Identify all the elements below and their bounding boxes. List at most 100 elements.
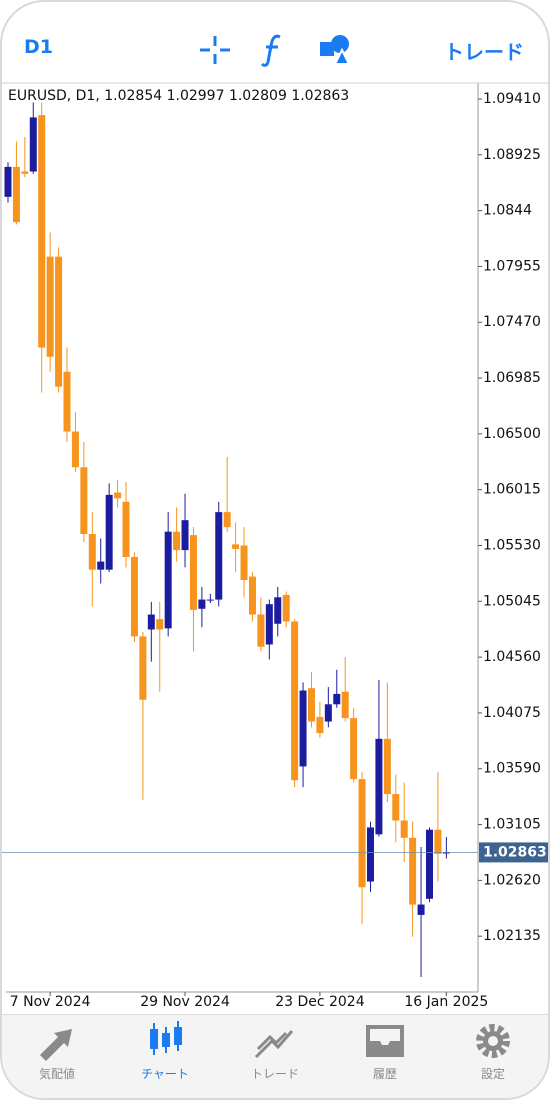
candle-body xyxy=(46,256,54,357)
tab-label: 履歴 xyxy=(372,1067,397,1081)
candle-body xyxy=(21,171,29,174)
candle-body xyxy=(181,520,189,551)
candle-body xyxy=(63,371,71,432)
candle-body xyxy=(307,688,315,722)
symbol-label: EURUSD, D1, xyxy=(8,88,100,104)
candle-body xyxy=(282,594,290,622)
history-icon xyxy=(366,1025,404,1057)
candle-body xyxy=(426,829,433,899)
candle-body xyxy=(105,494,113,570)
candle-body xyxy=(164,531,172,629)
tab-label: 気配値 xyxy=(38,1067,75,1081)
candle-body xyxy=(375,738,383,835)
candle-body xyxy=(206,599,214,601)
candle-body xyxy=(434,829,442,854)
open-label: 1.02854 xyxy=(104,88,163,104)
candle-body xyxy=(257,614,265,647)
chart: 1.09410 1.08925 1.0844 1.07955 1.07470 1.0698… xyxy=(2,82,548,1010)
candle-body xyxy=(215,512,223,600)
candle-body xyxy=(274,597,282,624)
candle-body xyxy=(71,431,79,468)
trade-icon xyxy=(254,1030,294,1059)
tab[interactable]: チャート xyxy=(110,1015,220,1081)
settings-icon xyxy=(476,1024,510,1058)
candle-body xyxy=(299,690,307,767)
y-tick-label: 1.07955 xyxy=(483,258,541,274)
y-tick-label: 1.06015 xyxy=(483,482,541,498)
y-tick-label: 1.02620 xyxy=(483,872,541,888)
candle-body xyxy=(130,557,138,637)
candle-body xyxy=(240,545,248,581)
candle-body xyxy=(316,716,324,734)
tab[interactable]: 設定 xyxy=(438,1015,548,1081)
y-tick-label: 1.03105 xyxy=(483,817,541,833)
trade-button[interactable]: トレード xyxy=(444,40,524,64)
candle-body xyxy=(122,501,130,558)
candle-body xyxy=(29,117,37,172)
candle-body xyxy=(392,794,400,821)
candle-body xyxy=(291,621,299,781)
y-tick-label: 1.05045 xyxy=(483,593,541,609)
candle-body xyxy=(358,779,366,888)
top-bar: D1 トレード xyxy=(2,2,548,82)
timeframe-button[interactable]: D1 xyxy=(24,36,53,58)
y-tick-label: 1.07470 xyxy=(483,314,541,330)
candle-body xyxy=(80,467,88,534)
candle-body xyxy=(333,693,341,705)
y-tick-label: 1.08925 xyxy=(483,147,541,163)
y-tick-label: 1.09410 xyxy=(483,91,541,107)
candle-body xyxy=(97,561,105,570)
x-tick-label: 29 Nov 2024 xyxy=(140,994,230,1010)
candle-body xyxy=(173,531,181,551)
candle-body xyxy=(265,604,273,645)
candle-body xyxy=(417,904,425,915)
chart-icon xyxy=(150,1021,182,1055)
tab[interactable]: 気配値 xyxy=(2,1015,112,1081)
candle-body xyxy=(4,166,12,197)
candle-body xyxy=(114,492,122,499)
y-tick-label: 1.03590 xyxy=(483,761,541,777)
candle-body xyxy=(55,256,63,387)
candle-body xyxy=(248,576,256,615)
candle-body xyxy=(156,619,164,630)
tab-label: チャート xyxy=(141,1067,189,1081)
chart-info: EURUSD, D1, 1.02854 1.02997 1.02809 1.02… xyxy=(8,88,349,104)
candle-body xyxy=(232,544,240,549)
candle-body xyxy=(147,614,155,630)
candle-body xyxy=(383,738,391,795)
tab-bar: 気配値 チャート トレード 履歴 設定 xyxy=(2,1014,548,1098)
y-tick-label: 1.06500 xyxy=(483,426,541,442)
objects-icon[interactable] xyxy=(318,32,352,66)
x-tick-label: 16 Jan 2025 xyxy=(404,994,488,1010)
high-label: 1.02997 xyxy=(166,88,225,104)
tab[interactable]: トレード xyxy=(220,1015,330,1081)
y-tick-label: 1.06985 xyxy=(483,370,541,386)
quotes-icon xyxy=(40,1029,72,1061)
x-tick-label: 7 Nov 2024 xyxy=(10,994,91,1010)
indicator-icon[interactable] xyxy=(260,32,286,68)
y-tick-label: 1.04560 xyxy=(483,649,541,665)
candle-body xyxy=(139,636,147,700)
candle-body xyxy=(442,852,450,854)
y-tick-label: 1.0844 xyxy=(483,203,532,219)
close-label: 1.02863 xyxy=(291,88,350,104)
y-tick-label: 1.04075 xyxy=(483,705,541,721)
candle-body xyxy=(366,827,374,882)
tab-label: トレード xyxy=(250,1067,299,1081)
candle-body xyxy=(88,533,96,570)
tab[interactable]: 履歴 xyxy=(330,1015,440,1081)
crosshair-icon[interactable] xyxy=(198,34,232,66)
candle-body xyxy=(400,820,408,838)
current-price-box xyxy=(479,842,548,863)
y-tick-label: 1.05530 xyxy=(483,537,541,553)
candle-body xyxy=(409,837,417,905)
candle-body xyxy=(223,512,231,528)
candle-body xyxy=(12,166,20,223)
candle-body xyxy=(341,691,349,719)
candle-body xyxy=(189,535,197,610)
current-price-label: 1.02863 xyxy=(483,844,547,860)
candle-body xyxy=(198,599,206,609)
y-tick-label: 1.02135 xyxy=(483,928,541,944)
candle-body xyxy=(38,115,46,348)
